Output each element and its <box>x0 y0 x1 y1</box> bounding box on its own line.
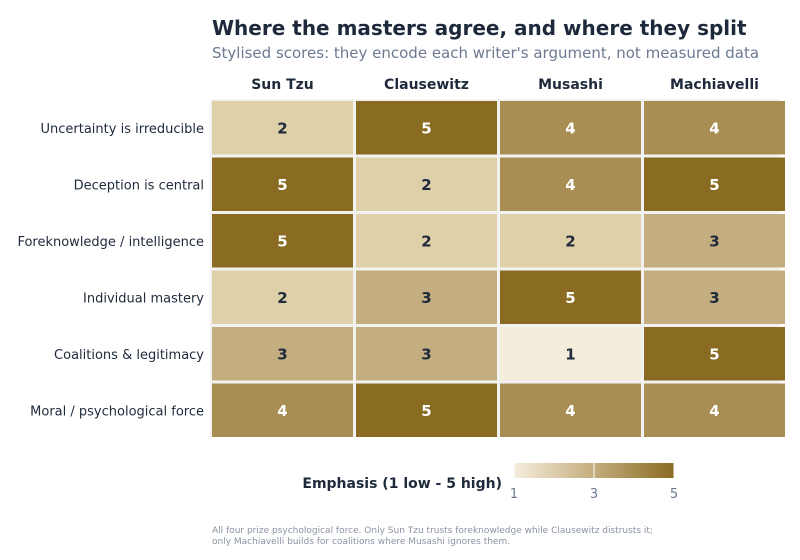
cell-value-label: 5 <box>709 176 719 194</box>
heatmap-cell <box>644 214 785 268</box>
legend-title: Emphasis (1 low - 5 high) <box>302 476 502 492</box>
column-label-sun-tzu: Sun Tzu <box>251 77 314 93</box>
row-labels: Uncertainty is irreducible Deception is c… <box>17 122 204 420</box>
heatmap-cell <box>356 101 497 155</box>
cell-value-label: 2 <box>277 289 287 307</box>
chart-subtitle: Stylised scores: they encode each writer… <box>212 44 759 62</box>
legend-ticks: 1 3 5 <box>510 463 678 502</box>
legend: Emphasis (1 low - 5 high) 1 3 5 <box>302 463 678 502</box>
row-label-deception-is-central: Deception is central <box>74 178 204 193</box>
heatmap-cells: 2 5 4 4 5 2 4 5 5 2 2 3 2 3 5 3 3 3 1 5 4 5 4 4 <box>212 101 785 437</box>
heatmap-cell <box>356 383 497 437</box>
heatmap-cell <box>356 327 497 381</box>
row-label-foreknowledge-intelligence: Foreknowledge / intelligence <box>17 235 204 250</box>
heatmap-cell <box>212 327 353 381</box>
cell-value-label: 4 <box>565 119 575 137</box>
heatmap-cell <box>212 214 353 268</box>
heatmap-cell <box>212 270 353 324</box>
heatmap-cell <box>500 270 641 324</box>
cell-value-label: 2 <box>421 232 431 250</box>
cell-value-label: 3 <box>421 289 431 307</box>
heatmap-cell <box>212 383 353 437</box>
cell-value-label: 5 <box>277 176 287 194</box>
legend-tick-label: 1 <box>510 487 518 502</box>
caption-line: All four prize psychological force. Only… <box>212 526 653 536</box>
row-label-coalitions-legitimacy: Coalitions & legitimacy <box>54 348 204 363</box>
heatmap-cell <box>356 157 497 211</box>
heatmap-cell <box>500 383 641 437</box>
heatmap-cell <box>212 157 353 211</box>
heatmap-cell <box>644 327 785 381</box>
cell-value-label: 5 <box>421 402 431 420</box>
heatmap-cell <box>356 270 497 324</box>
cell-value-label: 3 <box>709 232 719 250</box>
heatmap-cell <box>644 101 785 155</box>
heatmap-cell <box>644 270 785 324</box>
chart-title: Where the masters agree, and where they … <box>212 16 747 40</box>
cell-value-label: 3 <box>421 345 431 363</box>
heatmap-cell <box>500 327 641 381</box>
cell-value-label: 4 <box>565 176 575 194</box>
cell-value-label: 2 <box>421 176 431 194</box>
row-label-uncertainty-is-irreducible: Uncertainty is irreducible <box>41 122 205 137</box>
heatmap-panel <box>210 99 780 437</box>
column-label-clausewitz: Clausewitz <box>384 77 469 93</box>
cell-value-label: 5 <box>421 119 431 137</box>
cell-value-label: 4 <box>565 402 575 420</box>
caption-line: only Machiavelli builds for coalitions w… <box>212 537 510 547</box>
heatmap-cell <box>212 101 353 155</box>
heatmap-cell <box>500 214 641 268</box>
cell-value-label: 4 <box>709 402 719 420</box>
heatmap-cell <box>356 214 497 268</box>
heatmap-cell <box>500 101 641 155</box>
heatmap-cell <box>644 157 785 211</box>
legend-tick-label: 5 <box>670 487 678 502</box>
cell-value-label: 3 <box>709 289 719 307</box>
cell-value-label: 5 <box>709 345 719 363</box>
cell-value-label: 2 <box>565 232 575 250</box>
row-label-individual-mastery: Individual mastery <box>83 291 204 306</box>
column-label-machiavelli: Machiavelli <box>670 77 759 93</box>
row-label-moral-psychological-force: Moral / psychological force <box>30 404 204 419</box>
cell-value-label: 3 <box>277 345 287 363</box>
caption: All four prize psychological force. Only… <box>212 526 653 547</box>
column-label-musashi: Musashi <box>538 77 603 93</box>
cell-value-label: 1 <box>565 345 575 363</box>
cell-value-label: 4 <box>709 119 719 137</box>
cell-value-label: 5 <box>565 289 575 307</box>
heatmap-cell <box>500 157 641 211</box>
heatmap-cell <box>644 383 785 437</box>
cell-value-label: 4 <box>277 402 287 420</box>
legend-tick-label: 3 <box>590 487 598 502</box>
cell-value-label: 5 <box>277 232 287 250</box>
column-labels: Sun Tzu Clausewitz Musashi Machiavelli <box>251 77 759 93</box>
cell-value-label: 2 <box>277 119 287 137</box>
